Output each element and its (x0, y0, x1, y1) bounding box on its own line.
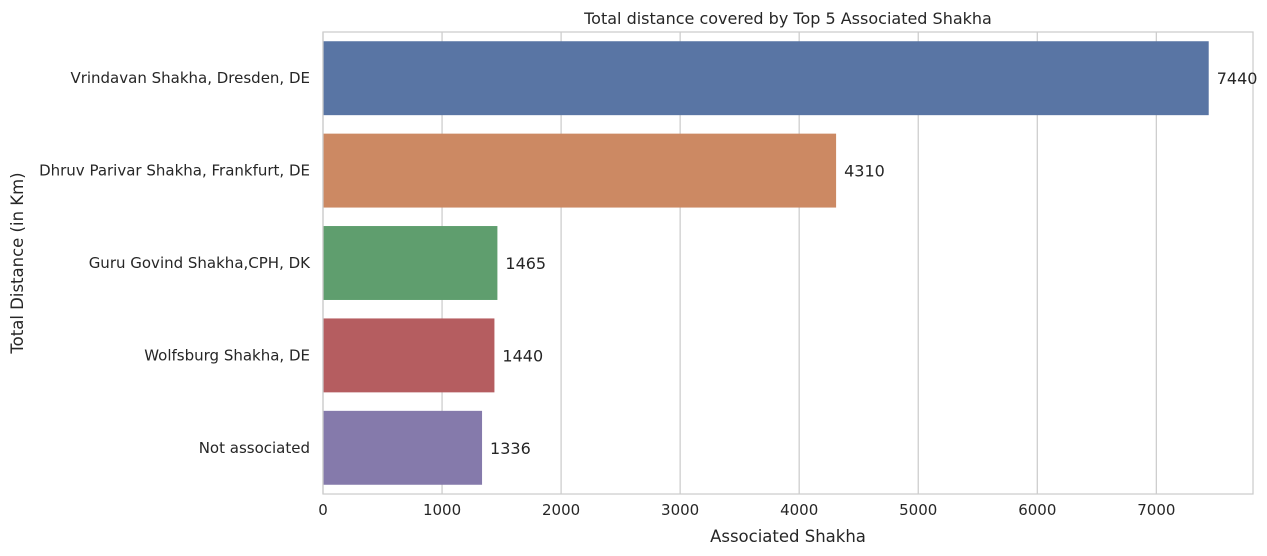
x-axis-label: Associated Shakha (710, 527, 866, 546)
bar (323, 226, 498, 300)
value-label: 1465 (505, 254, 546, 273)
category-labels: Vrindavan Shakha, Dresden, DE Dhruv Pariv… (39, 69, 311, 457)
x-tick-label: 3000 (661, 501, 699, 519)
x-tick-labels: 0 1000 2000 3000 4000 5000 6000 7000 (318, 501, 1175, 519)
x-tick-label: 0 (318, 501, 328, 519)
category-label: Guru Govind Shakha,CPH, DK (89, 254, 311, 272)
x-tick-label: 2000 (542, 501, 580, 519)
x-tick-label: 1000 (423, 501, 461, 519)
x-tick-label: 6000 (1018, 501, 1056, 519)
value-labels: 7440 4310 1465 1440 1336 (490, 69, 1257, 458)
bars (323, 41, 1209, 485)
value-label: 4310 (844, 162, 885, 181)
plot-frame (322, 31, 1254, 495)
value-label: 1336 (490, 439, 531, 458)
bar (323, 318, 495, 393)
category-label: Dhruv Parivar Shakha, Frankfurt, DE (39, 162, 310, 180)
y-axis-label: Total Distance (in Km) (8, 172, 27, 354)
bar (323, 41, 1209, 116)
chart-title: Total distance covered by Top 5 Associat… (583, 9, 992, 28)
value-label: 1440 (502, 346, 543, 365)
x-tick-label: 4000 (780, 501, 818, 519)
bar (323, 410, 483, 485)
category-label: Wolfsburg Shakha, DE (144, 346, 310, 364)
value-label: 7440 (1217, 69, 1258, 88)
category-label: Not associated (199, 439, 310, 457)
category-label: Vrindavan Shakha, Dresden, DE (70, 69, 310, 87)
x-tick-label: 7000 (1137, 501, 1175, 519)
bar (323, 133, 837, 208)
x-tick-label: 5000 (899, 501, 937, 519)
